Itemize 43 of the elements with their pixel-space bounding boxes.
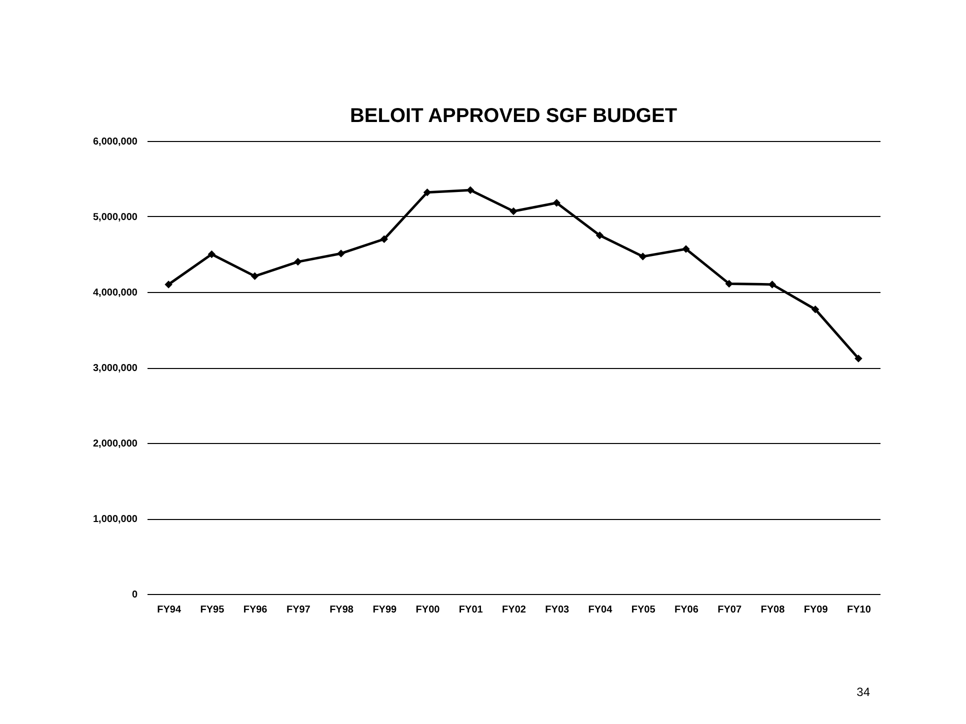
x-tick-label: FY05: [631, 604, 656, 616]
x-tick-label: FY94: [157, 604, 182, 616]
x-tick-label: FY06: [674, 604, 699, 616]
x-tick-label: FY95: [200, 604, 225, 616]
x-tick-label: FY08: [760, 604, 786, 616]
point: [768, 280, 776, 288]
point: [423, 188, 432, 196]
point: [164, 280, 172, 288]
point: [596, 232, 604, 240]
point: [337, 250, 345, 258]
point: [725, 280, 733, 288]
point: [811, 305, 820, 314]
point: [294, 258, 302, 266]
point: [552, 199, 560, 207]
point: [510, 207, 518, 216]
x-tick-label: FY98: [330, 604, 354, 616]
x-tick-label: FY02: [502, 604, 526, 616]
x-tick-label: FY10: [846, 604, 872, 616]
y-tick-label: 2,000,000: [93, 438, 138, 450]
x-tick-label: FY04: [588, 604, 613, 616]
chart-title: BELOIT APPROVED SGF BUDGET: [350, 105, 678, 127]
point: [380, 235, 388, 244]
x-tick-label: FY96: [243, 604, 268, 616]
text: 34: [856, 685, 870, 699]
point: [250, 272, 259, 280]
x-tick-label: FY03: [545, 604, 570, 616]
y-tick-label: 3,000,000: [93, 363, 138, 374]
x-tick-label: FY07: [718, 604, 742, 616]
x-tick-label: FY09: [804, 604, 828, 616]
point: [638, 252, 647, 260]
point: [208, 250, 216, 258]
x-tick-label: FY01: [458, 604, 484, 616]
point: [682, 245, 690, 253]
x-tick-label: FY97: [286, 604, 311, 616]
x-tick-label: FY00: [416, 604, 440, 616]
point: [466, 186, 474, 194]
point: [854, 354, 862, 362]
y-tick-label: 1,000,000: [93, 514, 138, 525]
y-tick-label: 0: [132, 590, 138, 600]
x-tick-label: FY99: [372, 604, 398, 616]
y-tick-label: 4,000,000: [93, 288, 138, 298]
y-tick-label: 5,000,000: [93, 212, 138, 223]
y-tick-label: 6,000,000: [93, 136, 138, 148]
